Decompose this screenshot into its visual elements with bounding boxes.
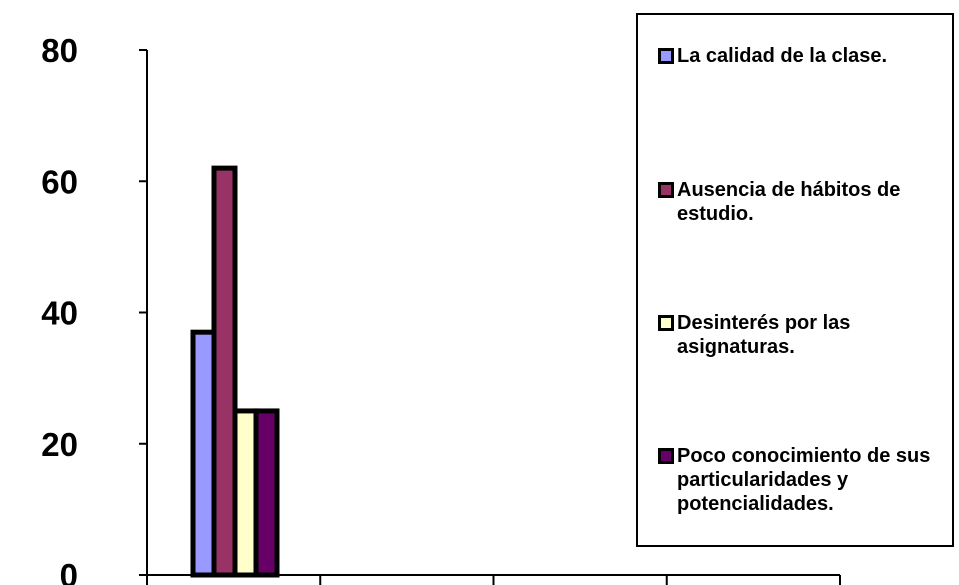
y-tick-label: 40	[41, 295, 78, 332]
legend-swatch-1	[658, 182, 674, 198]
y-tick-label: 0	[60, 557, 78, 585]
y-tick-label: 20	[41, 426, 78, 463]
legend-label: La calidad de la clase.	[677, 44, 887, 68]
legend-swatch-0	[658, 48, 674, 64]
legend-swatch-3	[658, 448, 674, 464]
bar-series-3	[256, 411, 277, 575]
legend: La calidad de la clase. Ausencia de hábi…	[636, 13, 954, 547]
legend-label: Ausencia de hábitos de estudio.	[677, 178, 950, 226]
bar-series-1	[214, 168, 235, 575]
legend-label: Desinterés por las asignaturas.	[677, 311, 950, 359]
y-tick-label: 60	[41, 163, 78, 200]
legend-label: Poco conocimiento de sus particularidade…	[677, 444, 950, 516]
y-axis: 0 20 40 60 80	[41, 32, 147, 585]
legend-item: La calidad de la clase.	[658, 44, 950, 68]
bars	[193, 168, 277, 575]
legend-swatch-2	[658, 315, 674, 331]
bar-series-0	[193, 332, 214, 575]
y-tick-label: 80	[41, 32, 78, 69]
legend-item: Poco conocimiento de sus particularidade…	[658, 444, 950, 516]
legend-item: Desinterés por las asignaturas.	[658, 311, 950, 359]
legend-item: Ausencia de hábitos de estudio.	[658, 178, 950, 226]
bar-series-2	[235, 411, 256, 575]
